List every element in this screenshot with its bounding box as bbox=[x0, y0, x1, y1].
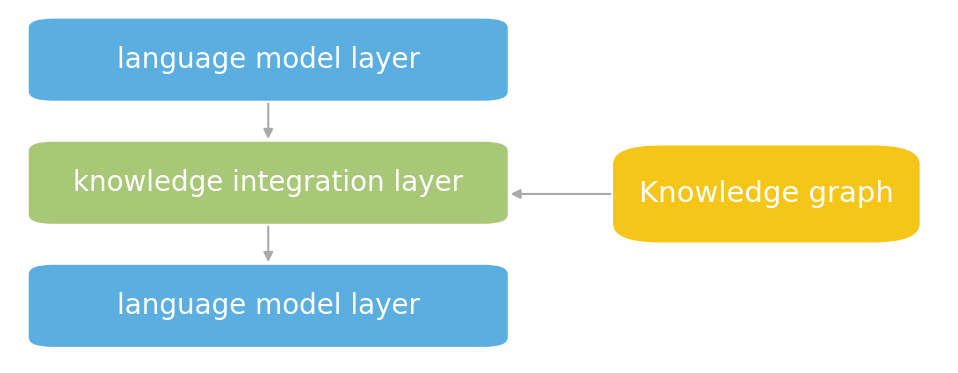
FancyBboxPatch shape bbox=[613, 145, 920, 242]
Text: language model layer: language model layer bbox=[117, 46, 420, 74]
FancyBboxPatch shape bbox=[29, 19, 508, 101]
Text: language model layer: language model layer bbox=[117, 292, 420, 320]
Text: Knowledge graph: Knowledge graph bbox=[639, 180, 894, 208]
Text: knowledge integration layer: knowledge integration layer bbox=[73, 169, 464, 197]
FancyBboxPatch shape bbox=[29, 142, 508, 224]
FancyBboxPatch shape bbox=[29, 265, 508, 347]
